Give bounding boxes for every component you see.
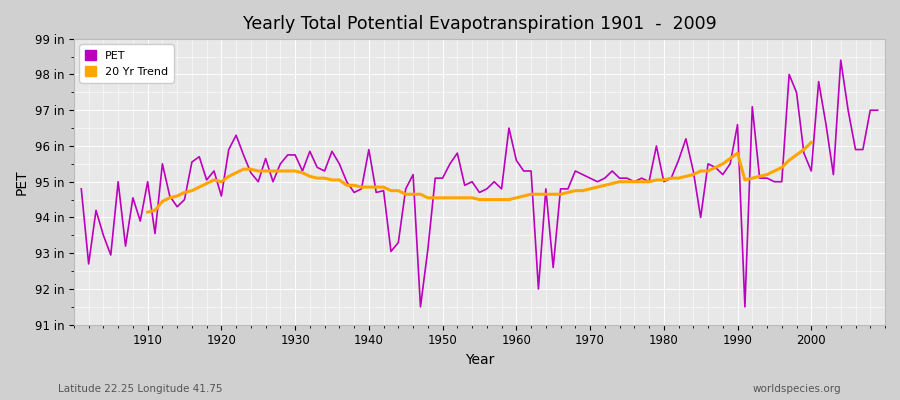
Text: Latitude 22.25 Longitude 41.75: Latitude 22.25 Longitude 41.75 [58,384,223,394]
Text: worldspecies.org: worldspecies.org [753,384,842,394]
Y-axis label: PET: PET [15,169,29,194]
X-axis label: Year: Year [464,353,494,367]
Legend: PET, 20 Yr Trend: PET, 20 Yr Trend [79,44,174,82]
Title: Yearly Total Potential Evapotranspiration 1901  -  2009: Yearly Total Potential Evapotranspiratio… [243,15,716,33]
